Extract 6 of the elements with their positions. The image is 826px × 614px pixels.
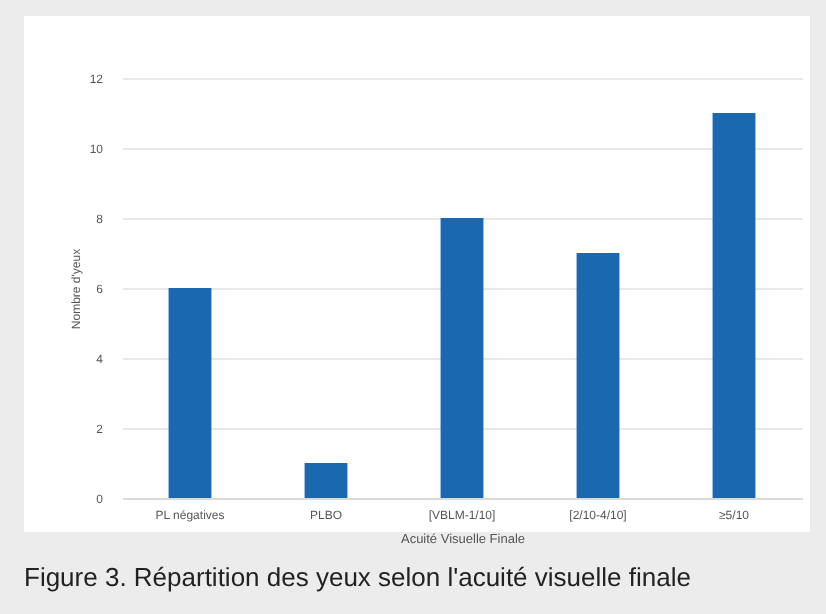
bar <box>712 113 756 498</box>
bar <box>440 218 484 498</box>
caption: Figure 3. Répartition des yeux selon l'acuité visuelle finale <box>24 562 691 592</box>
bar <box>576 253 620 498</box>
bar <box>168 288 212 498</box>
bar <box>304 463 348 498</box>
